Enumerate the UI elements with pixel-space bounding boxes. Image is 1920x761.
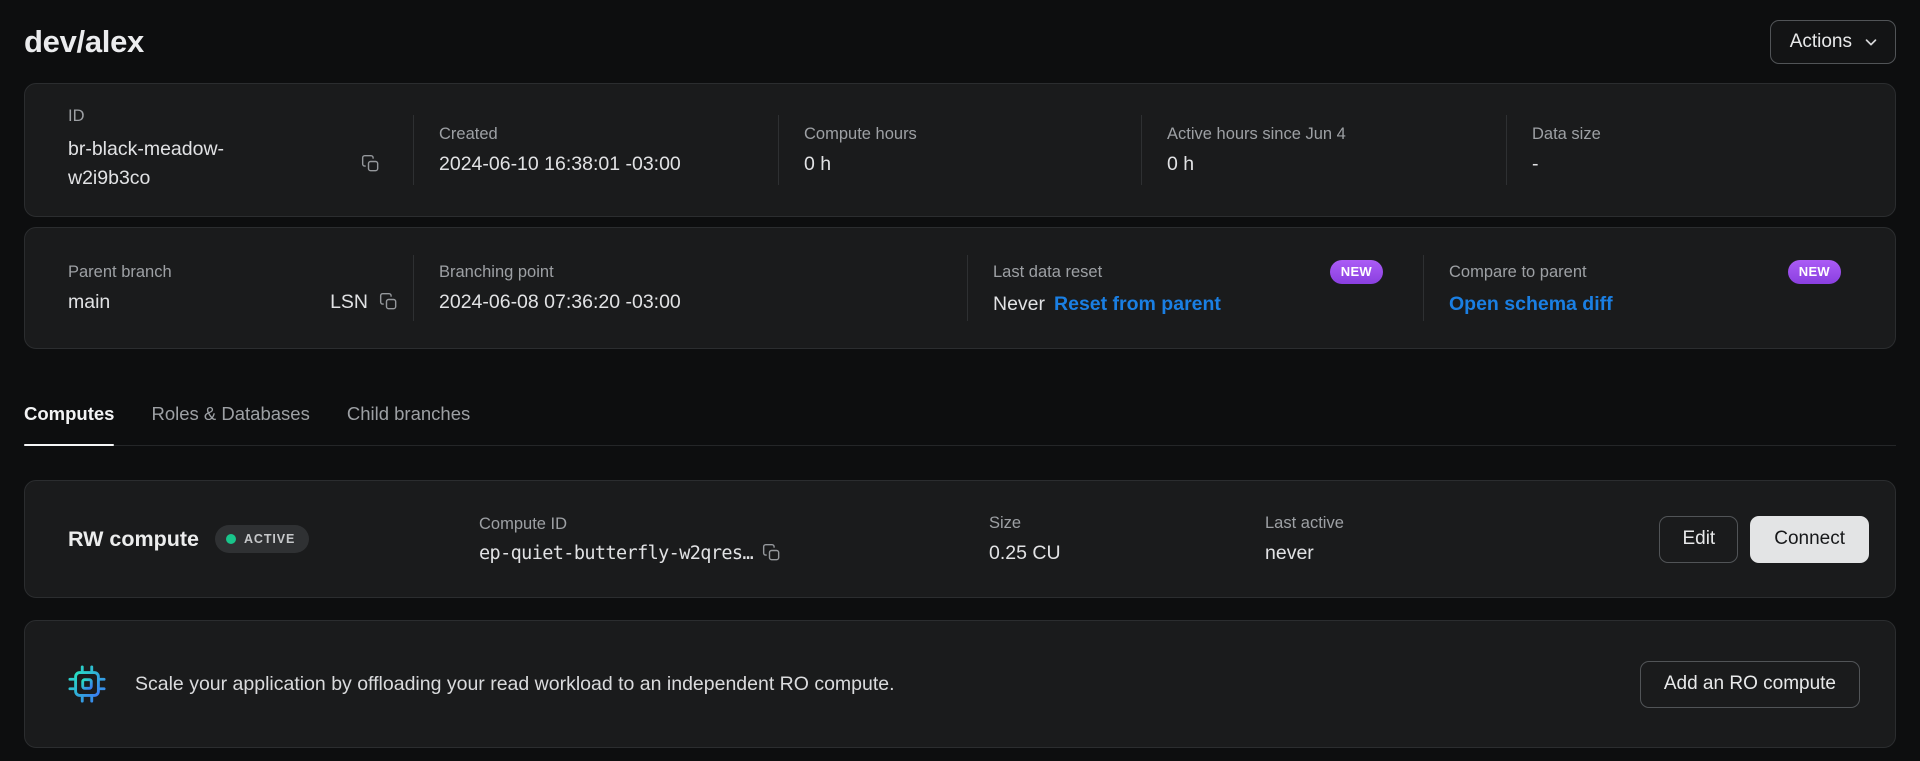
branching-point-value: 2024-06-08 07:36:20 -03:00	[439, 290, 681, 313]
branching-point-column: Branching point 2024-06-08 07:36:20 -03:…	[414, 263, 967, 314]
compute-actions: Edit Connect	[1659, 515, 1869, 563]
compute-id-value: ep-quiet-butterfly-w2qres…	[479, 542, 754, 564]
created-value: 2024-06-10 16:38:01 -03:00	[439, 152, 681, 175]
divider	[967, 255, 968, 321]
open-schema-diff-link[interactable]: Open schema diff	[1449, 293, 1613, 315]
copy-icon	[379, 292, 399, 312]
compute-size-column: Size 0.25 CU	[989, 514, 1265, 565]
compute-hours-value: 0 h	[804, 152, 832, 175]
active-hours-value: 0 h	[1167, 152, 1195, 175]
tab-child-branches[interactable]: Child branches	[347, 395, 470, 445]
branch-overview-card: ID br-black-meadow-w2i9b3co Created 2024…	[24, 83, 1896, 217]
tab-roles-databases[interactable]: Roles & Databases	[151, 395, 309, 445]
lsn-label: LSN	[330, 290, 368, 313]
overview-active-hours-column: Active hours since Jun 4 0 h	[1142, 125, 1506, 176]
status-badge: ACTIVE	[215, 525, 310, 553]
ro-promo-message: Scale your application by offloading you…	[135, 672, 895, 695]
status-badge-label: ACTIVE	[244, 532, 296, 546]
divider	[1423, 255, 1424, 321]
connect-button[interactable]: Connect	[1750, 515, 1869, 563]
rw-compute-card: RW compute ACTIVE Compute ID ep-quiet-bu…	[24, 480, 1896, 598]
overview-id-column: ID br-black-meadow-w2i9b3co	[25, 107, 413, 194]
divider	[1506, 115, 1507, 185]
size-label: Size	[989, 513, 1022, 532]
last-data-reset-column: Last data reset NEW Never Reset from par…	[968, 260, 1423, 316]
parent-branch-label: Parent branch	[68, 262, 172, 281]
divider	[413, 255, 414, 321]
overview-created-column: Created 2024-06-10 16:38:01 -03:00	[414, 125, 778, 176]
created-label: Created	[439, 124, 498, 143]
branch-info-card: Parent branch main LSN Branching point 2…	[24, 227, 1896, 349]
tab-computes[interactable]: Computes	[24, 395, 115, 446]
edit-button[interactable]: Edit	[1659, 515, 1739, 563]
copy-lsn-button[interactable]	[379, 292, 399, 312]
branching-point-label: Branching point	[439, 262, 554, 281]
branch-id-value: br-black-meadow-w2i9b3co	[68, 137, 225, 189]
divider	[778, 115, 779, 185]
actions-button[interactable]: Actions	[1769, 20, 1896, 64]
active-hours-label: Active hours since Jun 4	[1167, 124, 1346, 143]
compute-title-block: RW compute ACTIVE	[68, 525, 479, 553]
data-size-label: Data size	[1532, 124, 1601, 143]
last-data-reset-label: Last data reset	[993, 262, 1103, 281]
size-value: 0.25 CU	[989, 541, 1061, 564]
compare-to-parent-label: Compare to parent	[1449, 262, 1587, 281]
new-badge: NEW	[1329, 260, 1383, 284]
last-active-label: Last active	[1265, 513, 1344, 532]
chevron-down-icon	[1862, 33, 1880, 51]
overview-data-size-column: Data size -	[1507, 125, 1895, 176]
compare-to-parent-column: Compare to parent NEW Open schema diff	[1424, 260, 1895, 316]
compute-id-column: Compute ID ep-quiet-butterfly-w2qres…	[479, 515, 989, 564]
compute-last-active-column: Last active never	[1265, 514, 1659, 565]
copy-icon	[762, 543, 782, 563]
parent-branch-column: Parent branch main LSN	[25, 263, 413, 314]
cpu-chip-icon	[68, 665, 106, 703]
id-label: ID	[68, 106, 85, 125]
copy-icon	[361, 154, 381, 174]
active-dot-icon	[226, 534, 236, 544]
new-badge: NEW	[1787, 260, 1841, 284]
add-ro-compute-button[interactable]: Add an RO compute	[1639, 660, 1860, 708]
page-title: dev/alex	[24, 24, 144, 59]
compute-id-label: Compute ID	[479, 514, 568, 533]
compute-hours-label: Compute hours	[804, 124, 917, 143]
compute-title: RW compute	[68, 526, 199, 551]
last-data-reset-value: Never	[993, 293, 1046, 315]
overview-compute-hours-column: Compute hours 0 h	[779, 125, 1141, 176]
copy-compute-id-button[interactable]	[762, 543, 782, 563]
divider	[1141, 115, 1142, 185]
topbar: dev/alex Actions	[24, 15, 1896, 69]
copy-branch-id-button[interactable]	[361, 154, 381, 174]
last-active-value: never	[1265, 541, 1314, 564]
reset-from-parent-link[interactable]: Reset from parent	[1054, 293, 1221, 315]
parent-branch-value: main	[68, 290, 111, 313]
actions-button-label: Actions	[1789, 31, 1852, 52]
divider	[413, 115, 414, 185]
ro-compute-promo-card: Scale your application by offloading you…	[24, 620, 1896, 748]
data-size-value: -	[1532, 152, 1539, 175]
branch-tabs: Computes Roles & Databases Child branche…	[24, 395, 1896, 446]
